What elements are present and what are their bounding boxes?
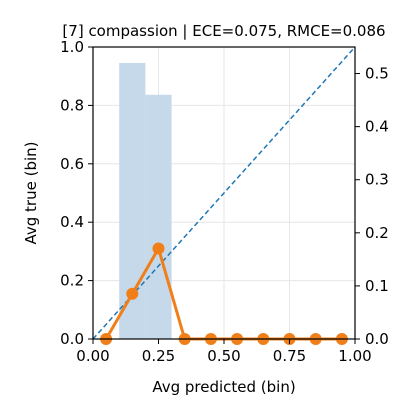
histogram-bar	[145, 94, 172, 339]
y2-tick-label: 0.1	[365, 277, 389, 295]
y2-tick-label: 0.4	[365, 118, 389, 136]
x-tick-label: 0.50	[207, 347, 240, 365]
x-tick-label: 0.00	[76, 347, 109, 365]
histogram-bars	[119, 62, 172, 339]
y-tick-label: 0.4	[60, 213, 84, 231]
y2-tick-label: 0.2	[365, 224, 389, 242]
y-tick-label: 0.0	[60, 330, 84, 348]
y-tick-label: 0.8	[60, 96, 84, 114]
series-point	[126, 287, 139, 300]
y2-tick-label: 0.0	[365, 330, 389, 348]
x-axis-label: Avg predicted (bin)	[152, 378, 295, 396]
series-point	[152, 242, 165, 255]
y2-tick-label: 0.5	[365, 65, 389, 83]
y-tick-label: 0.2	[60, 272, 84, 290]
x-tick-label: 0.75	[273, 347, 306, 365]
x-tick-label: 1.00	[338, 347, 371, 365]
y-tick-label: 0.6	[60, 155, 84, 173]
y2-tick-label: 0.3	[365, 171, 389, 189]
y-tick-label: 1.0	[60, 38, 84, 56]
x-tick-label: 0.25	[142, 347, 175, 365]
axis-ticks: 0.00 0.25 0.50 0.75 1.000.00.20.40.60.81.00.…	[60, 38, 389, 365]
chart-title: [7] compassion | ECE=0.075, RMCE=0.086	[62, 22, 385, 40]
y-axis-label: Avg true (bin)	[22, 141, 40, 244]
